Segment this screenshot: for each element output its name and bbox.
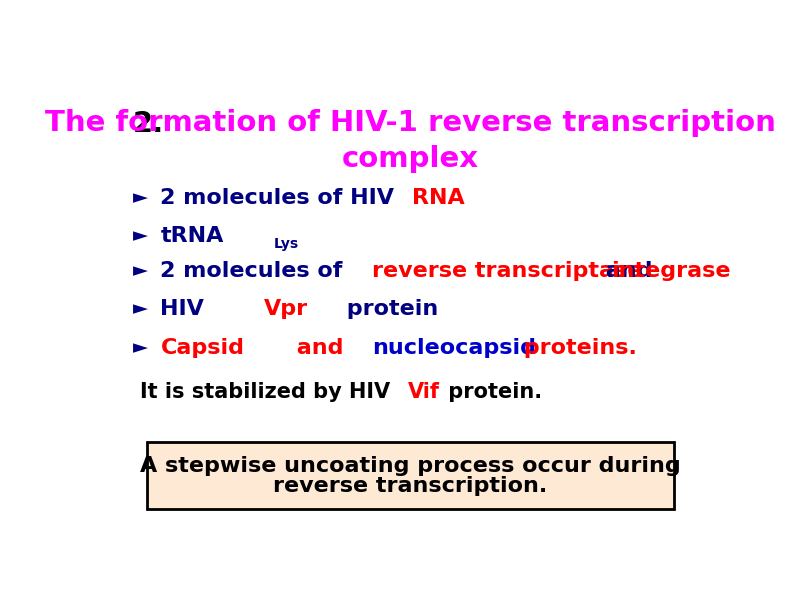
Text: Lys: Lys <box>274 238 298 251</box>
Text: 2 molecules of: 2 molecules of <box>161 260 350 281</box>
Text: protein.: protein. <box>441 382 542 401</box>
Text: It is stabilized by HIV: It is stabilized by HIV <box>140 382 398 401</box>
Text: A stepwise uncoating process occur during: A stepwise uncoating process occur durin… <box>140 456 680 476</box>
Text: ►: ► <box>133 261 147 280</box>
Text: Vif: Vif <box>408 382 440 401</box>
Text: 2.: 2. <box>133 110 164 139</box>
Text: reverse transcription.: reverse transcription. <box>273 476 547 496</box>
Text: Vpr: Vpr <box>264 299 309 319</box>
Text: proteins.: proteins. <box>516 338 637 358</box>
Text: RNA: RNA <box>412 188 465 208</box>
Text: The formation of HIV-1 reverse transcription: The formation of HIV-1 reverse transcrip… <box>45 109 775 137</box>
Text: ►: ► <box>133 227 147 245</box>
Text: protein: protein <box>339 299 438 319</box>
Text: 2 molecules of HIV: 2 molecules of HIV <box>161 188 402 208</box>
Text: reverse transcriptase: reverse transcriptase <box>372 260 642 281</box>
Text: and: and <box>290 338 352 358</box>
Text: nucleocapsid: nucleocapsid <box>373 338 537 358</box>
FancyBboxPatch shape <box>146 442 674 509</box>
Text: HIV: HIV <box>161 299 212 319</box>
Text: complex: complex <box>342 145 478 173</box>
Text: ►: ► <box>133 188 147 207</box>
Text: tRNA: tRNA <box>161 226 224 246</box>
Text: and: and <box>598 260 660 281</box>
Text: Capsid: Capsid <box>161 338 245 358</box>
Text: ►: ► <box>133 299 147 319</box>
Text: integrase: integrase <box>611 260 731 281</box>
Text: ►: ► <box>133 338 147 357</box>
